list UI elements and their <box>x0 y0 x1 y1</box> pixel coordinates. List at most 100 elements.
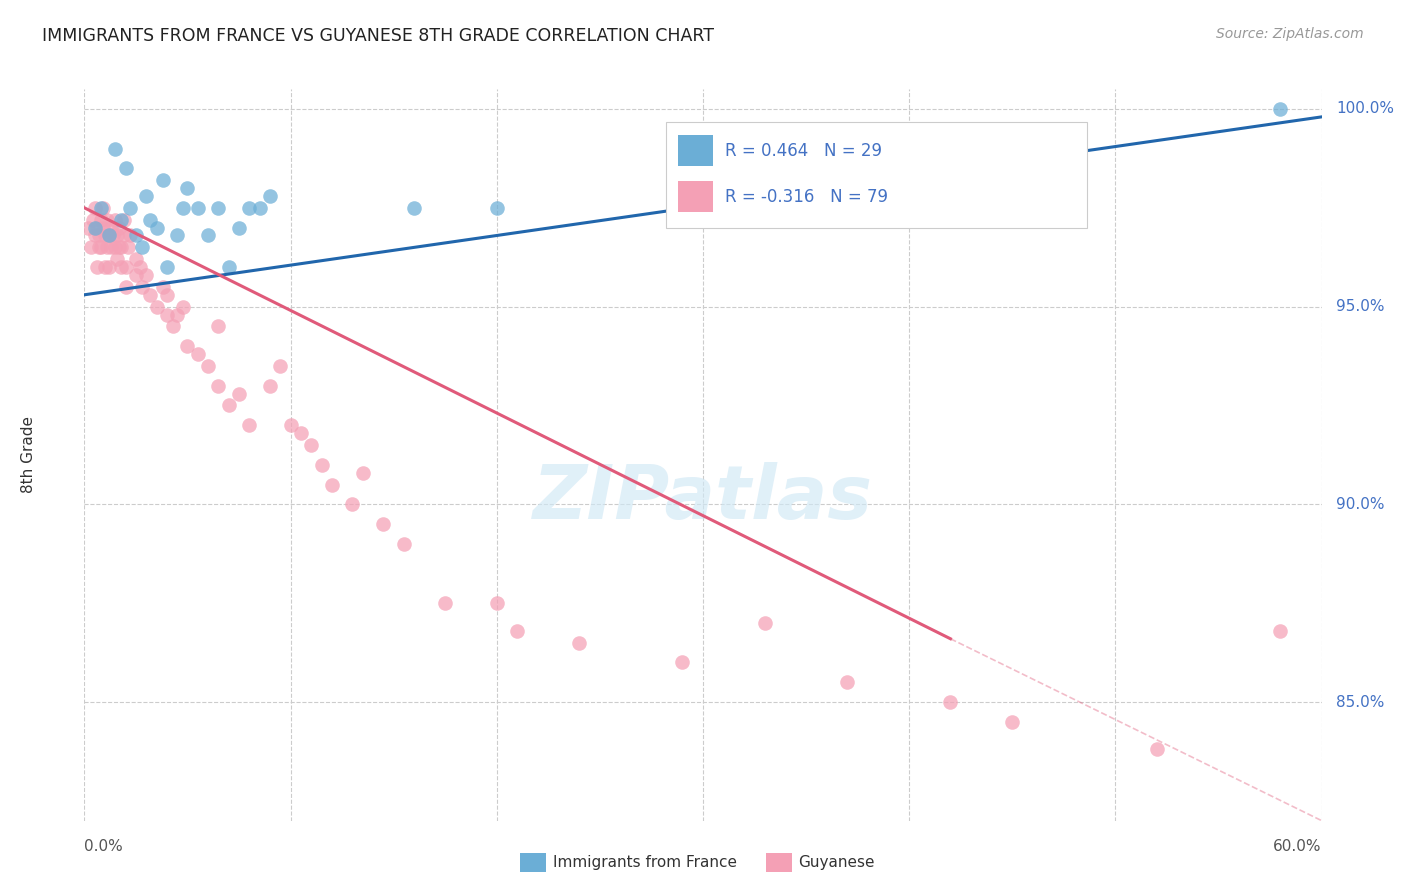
Point <box>108 220 131 235</box>
Point <box>794 141 817 155</box>
Point <box>112 212 135 227</box>
Point <box>671 656 693 670</box>
Point <box>311 458 333 472</box>
Point <box>90 201 112 215</box>
Point <box>321 477 343 491</box>
Point <box>87 240 110 254</box>
Point <box>352 466 374 480</box>
Point <box>105 228 128 243</box>
Point <box>238 201 260 215</box>
Point <box>82 212 104 227</box>
Point <box>207 319 229 334</box>
Point <box>110 260 132 274</box>
Point <box>1001 714 1024 729</box>
Text: R = 0.464   N = 29: R = 0.464 N = 29 <box>725 142 883 160</box>
Text: Immigrants from France: Immigrants from France <box>553 855 737 870</box>
Point <box>129 260 152 274</box>
Text: ZIPatlas: ZIPatlas <box>533 462 873 535</box>
Point <box>118 228 141 243</box>
Text: 60.0%: 60.0% <box>1274 838 1322 854</box>
Point <box>135 189 157 203</box>
Point <box>152 280 174 294</box>
Point <box>100 220 122 235</box>
Text: IMMIGRANTS FROM FRANCE VS GUYANESE 8TH GRADE CORRELATION CHART: IMMIGRANTS FROM FRANCE VS GUYANESE 8TH G… <box>42 27 714 45</box>
Point <box>172 201 194 215</box>
Point <box>83 220 105 235</box>
Point <box>207 378 229 392</box>
Point <box>238 418 260 433</box>
Point <box>103 228 125 243</box>
Point <box>259 189 281 203</box>
Point <box>90 212 112 227</box>
Point <box>79 240 101 254</box>
Point <box>125 228 148 243</box>
Point <box>131 240 153 254</box>
Point <box>105 252 128 267</box>
Point <box>187 347 209 361</box>
Point <box>135 268 157 282</box>
Point <box>145 220 167 235</box>
Point <box>125 268 148 282</box>
Point <box>117 240 139 254</box>
Point <box>218 399 240 413</box>
Point <box>218 260 240 274</box>
Point <box>100 240 122 254</box>
Point <box>568 636 591 650</box>
Point <box>228 386 250 401</box>
Text: 90.0%: 90.0% <box>1337 497 1385 512</box>
Point <box>207 201 229 215</box>
Point <box>104 240 127 254</box>
Point <box>139 212 162 227</box>
Point <box>392 537 415 551</box>
Point <box>98 228 121 243</box>
Point <box>91 201 114 215</box>
Text: Source: ZipAtlas.com: Source: ZipAtlas.com <box>1216 27 1364 41</box>
Bar <box>678 136 713 166</box>
Point <box>139 287 162 301</box>
Point <box>837 675 859 690</box>
Text: 85.0%: 85.0% <box>1337 695 1385 709</box>
Text: 8th Grade: 8th Grade <box>21 417 37 493</box>
Point <box>145 300 167 314</box>
Point <box>118 201 141 215</box>
Point <box>96 212 118 227</box>
Point <box>373 517 395 532</box>
Point <box>187 201 209 215</box>
Point <box>94 260 117 274</box>
Point <box>434 596 457 610</box>
Point <box>162 319 184 334</box>
Text: 95.0%: 95.0% <box>1337 299 1385 314</box>
Point <box>125 252 148 267</box>
Point <box>197 359 219 373</box>
Point <box>156 287 179 301</box>
Point <box>166 228 188 243</box>
Point <box>197 228 219 243</box>
Point <box>166 308 188 322</box>
Point <box>83 228 105 243</box>
Text: Guyanese: Guyanese <box>799 855 875 870</box>
Point <box>249 201 271 215</box>
Point <box>112 228 135 243</box>
Point <box>939 695 962 709</box>
Point <box>131 280 153 294</box>
Point <box>280 418 302 433</box>
Point <box>176 339 198 353</box>
Text: 100.0%: 100.0% <box>1337 102 1395 117</box>
Point <box>404 201 426 215</box>
Point <box>172 300 194 314</box>
Point <box>152 173 174 187</box>
Point <box>156 308 179 322</box>
Point <box>114 280 136 294</box>
Point <box>114 161 136 176</box>
Point <box>86 260 108 274</box>
Point <box>156 260 179 274</box>
Point <box>94 228 117 243</box>
Point <box>110 212 132 227</box>
Point <box>485 596 508 610</box>
Point <box>290 426 312 441</box>
Point <box>108 240 131 254</box>
Point <box>87 228 110 243</box>
Point <box>1270 624 1292 638</box>
Point <box>342 497 364 511</box>
Point <box>176 181 198 195</box>
